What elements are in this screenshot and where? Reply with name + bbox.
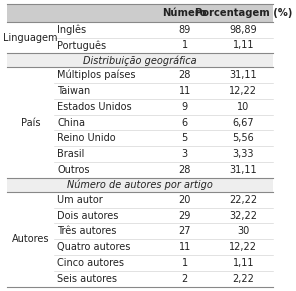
Bar xyxy=(7,38,273,53)
Bar xyxy=(7,178,273,192)
Text: Distribuição geográfica: Distribuição geográfica xyxy=(83,55,196,65)
Bar xyxy=(7,130,273,146)
Bar xyxy=(7,99,273,115)
Text: 5: 5 xyxy=(182,133,188,143)
Text: 1,11: 1,11 xyxy=(233,40,254,50)
Text: Brasil: Brasil xyxy=(57,149,85,159)
Bar xyxy=(7,4,273,22)
Text: 89: 89 xyxy=(179,25,191,35)
Bar xyxy=(7,22,273,38)
Text: Português: Português xyxy=(57,40,106,51)
Text: 27: 27 xyxy=(178,226,191,236)
Text: Taiwan: Taiwan xyxy=(57,86,90,96)
Bar xyxy=(7,162,273,178)
Text: Número de autores por artigo: Número de autores por artigo xyxy=(67,180,213,190)
Text: 22,22: 22,22 xyxy=(229,195,257,205)
Text: 98,89: 98,89 xyxy=(229,25,257,35)
Text: 31,11: 31,11 xyxy=(229,165,257,175)
Bar xyxy=(7,146,273,162)
Bar xyxy=(7,208,273,223)
Text: 3: 3 xyxy=(182,149,188,159)
Text: Autores: Autores xyxy=(12,234,49,244)
Text: 28: 28 xyxy=(178,165,191,175)
Text: Outros: Outros xyxy=(57,165,90,175)
Text: 28: 28 xyxy=(178,70,191,80)
Text: 5,56: 5,56 xyxy=(232,133,254,143)
Text: 6: 6 xyxy=(182,118,188,127)
Text: 1,11: 1,11 xyxy=(233,258,254,268)
Text: 32,22: 32,22 xyxy=(229,211,257,221)
Text: Seis autores: Seis autores xyxy=(57,274,117,284)
Text: 29: 29 xyxy=(178,211,191,221)
Text: Reino Unido: Reino Unido xyxy=(57,133,116,143)
Text: País: País xyxy=(21,118,40,127)
Text: 3,33: 3,33 xyxy=(233,149,254,159)
Text: China: China xyxy=(57,118,85,127)
Text: 1: 1 xyxy=(182,258,188,268)
Bar xyxy=(7,67,273,83)
Bar xyxy=(7,53,273,67)
Bar xyxy=(7,192,273,208)
Text: Inglês: Inglês xyxy=(57,24,86,35)
Bar xyxy=(7,83,273,99)
Text: 11: 11 xyxy=(179,86,191,96)
Text: 2: 2 xyxy=(182,274,188,284)
Text: Três autores: Três autores xyxy=(57,226,117,236)
Bar xyxy=(7,239,273,255)
Text: 2,22: 2,22 xyxy=(232,274,254,284)
Text: Porcentagem (%): Porcentagem (%) xyxy=(194,8,292,18)
Text: Múltiplos países: Múltiplos países xyxy=(57,70,136,80)
Text: Estados Unidos: Estados Unidos xyxy=(57,102,132,112)
Text: 20: 20 xyxy=(178,195,191,205)
Text: 11: 11 xyxy=(179,242,191,252)
Text: 10: 10 xyxy=(237,102,250,112)
Text: 30: 30 xyxy=(237,226,250,236)
Text: 1: 1 xyxy=(182,40,188,50)
Text: Cinco autores: Cinco autores xyxy=(57,258,124,268)
Text: 31,11: 31,11 xyxy=(229,70,257,80)
Bar xyxy=(7,223,273,239)
Text: 6,67: 6,67 xyxy=(232,118,254,127)
Text: Número: Número xyxy=(163,8,207,18)
Text: 12,22: 12,22 xyxy=(229,86,257,96)
Text: Linguagem: Linguagem xyxy=(3,33,58,42)
Text: 9: 9 xyxy=(182,102,188,112)
Text: 12,22: 12,22 xyxy=(229,242,257,252)
Text: Um autor: Um autor xyxy=(57,195,103,205)
Text: Dois autores: Dois autores xyxy=(57,211,118,221)
Bar xyxy=(7,115,273,130)
Bar xyxy=(7,255,273,271)
Bar xyxy=(7,271,273,287)
Text: Quatro autores: Quatro autores xyxy=(57,242,131,252)
